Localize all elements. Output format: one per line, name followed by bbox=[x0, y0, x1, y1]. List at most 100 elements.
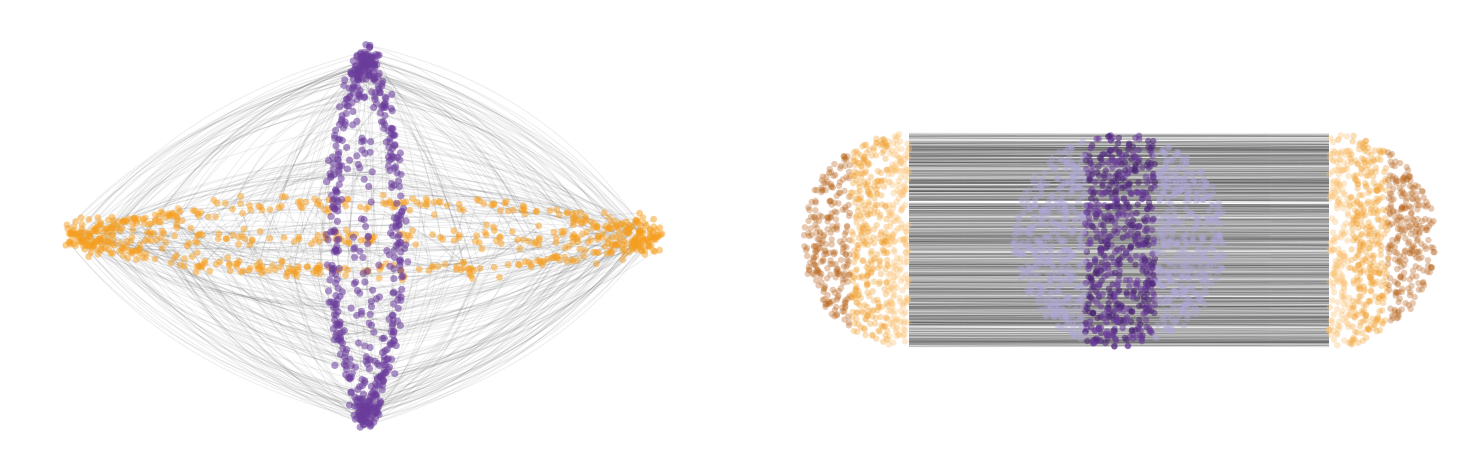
source-point bbox=[1420, 267, 1427, 274]
matching-link bbox=[118, 92, 376, 223]
source-point bbox=[822, 186, 829, 194]
source-point bbox=[827, 257, 834, 264]
matching-link bbox=[908, 334, 1330, 337]
source-point bbox=[894, 254, 901, 262]
source-point bbox=[882, 139, 889, 147]
target-point bbox=[386, 262, 394, 270]
matching-link bbox=[340, 204, 495, 342]
target-point bbox=[393, 199, 401, 207]
source-point bbox=[846, 293, 853, 300]
source-point bbox=[1415, 202, 1422, 209]
source-point bbox=[1367, 223, 1374, 230]
source-point bbox=[558, 228, 566, 235]
source-point bbox=[600, 209, 608, 217]
source-point bbox=[895, 131, 903, 138]
source-point bbox=[900, 317, 908, 325]
source-point bbox=[516, 261, 523, 269]
source-point bbox=[1377, 156, 1384, 164]
target-point bbox=[396, 215, 404, 223]
source-point bbox=[805, 217, 812, 224]
matching-link bbox=[908, 296, 1330, 300]
source-point bbox=[884, 302, 891, 309]
source-point bbox=[859, 170, 866, 177]
source-point bbox=[167, 259, 175, 267]
source-point bbox=[900, 160, 907, 167]
matching-link bbox=[382, 225, 598, 386]
source-point bbox=[1412, 263, 1419, 270]
matching-link bbox=[908, 328, 1330, 331]
source-point bbox=[862, 205, 869, 212]
source-point bbox=[886, 150, 894, 157]
source-point bbox=[875, 327, 882, 334]
matching-link bbox=[908, 217, 1330, 221]
matching-link bbox=[154, 214, 358, 407]
target-point bbox=[327, 212, 335, 221]
source-point bbox=[870, 144, 877, 151]
matching-link bbox=[908, 341, 1330, 344]
source-point bbox=[900, 235, 907, 243]
matching-link bbox=[377, 210, 464, 409]
source-point bbox=[225, 261, 233, 269]
source-point bbox=[1403, 163, 1410, 171]
matching-link bbox=[908, 245, 1330, 248]
matching-link bbox=[908, 195, 1330, 198]
target-point bbox=[398, 207, 406, 215]
target-point bbox=[360, 60, 368, 68]
source-point bbox=[180, 262, 188, 270]
source-point bbox=[845, 175, 853, 182]
matching-link bbox=[908, 220, 1330, 223]
source-point bbox=[900, 236, 908, 243]
source-point bbox=[88, 239, 96, 246]
source-point bbox=[855, 273, 863, 281]
source-point bbox=[833, 266, 841, 273]
matching-link bbox=[90, 80, 359, 238]
source-point bbox=[812, 277, 820, 284]
source-point bbox=[829, 223, 836, 230]
target-point bbox=[369, 411, 377, 419]
source-point bbox=[1355, 285, 1363, 293]
matching-link bbox=[373, 75, 514, 211]
matching-link bbox=[908, 329, 1330, 332]
matching-link bbox=[123, 172, 398, 222]
source-point bbox=[496, 234, 504, 242]
source-point bbox=[890, 339, 897, 346]
source-point bbox=[849, 313, 856, 321]
matching-link bbox=[333, 240, 633, 308]
matching-link bbox=[908, 253, 1330, 256]
source-point bbox=[473, 195, 481, 203]
source-point bbox=[620, 237, 628, 245]
source-point bbox=[575, 216, 583, 224]
source-point bbox=[1378, 223, 1385, 230]
source-point bbox=[1335, 166, 1343, 174]
matching-link bbox=[908, 192, 1330, 195]
source-point bbox=[897, 174, 905, 181]
source-point bbox=[536, 236, 543, 244]
source-point bbox=[805, 230, 812, 237]
source-point bbox=[1367, 266, 1374, 273]
source-point bbox=[304, 263, 311, 270]
matching-link bbox=[908, 195, 1330, 199]
source-point bbox=[891, 291, 898, 299]
source-point bbox=[875, 299, 882, 307]
matching-link bbox=[908, 240, 1330, 244]
target-point bbox=[388, 340, 396, 348]
source-point bbox=[880, 237, 887, 245]
source-point bbox=[847, 294, 855, 301]
target-point bbox=[368, 168, 376, 176]
matching-link bbox=[75, 64, 363, 247]
matching-link bbox=[908, 193, 1330, 196]
source-point bbox=[869, 332, 876, 339]
target-point bbox=[370, 328, 378, 336]
matching-link bbox=[328, 160, 623, 250]
source-point bbox=[890, 273, 898, 281]
matching-link bbox=[328, 199, 394, 321]
source-point bbox=[821, 247, 828, 254]
matching-link bbox=[908, 239, 1330, 242]
matching-link bbox=[360, 229, 657, 417]
matching-link bbox=[908, 237, 1330, 241]
source-point bbox=[118, 244, 126, 251]
matching-link bbox=[908, 223, 1330, 227]
source-point bbox=[1342, 191, 1349, 198]
source-point bbox=[882, 155, 889, 162]
source-point bbox=[882, 202, 889, 210]
